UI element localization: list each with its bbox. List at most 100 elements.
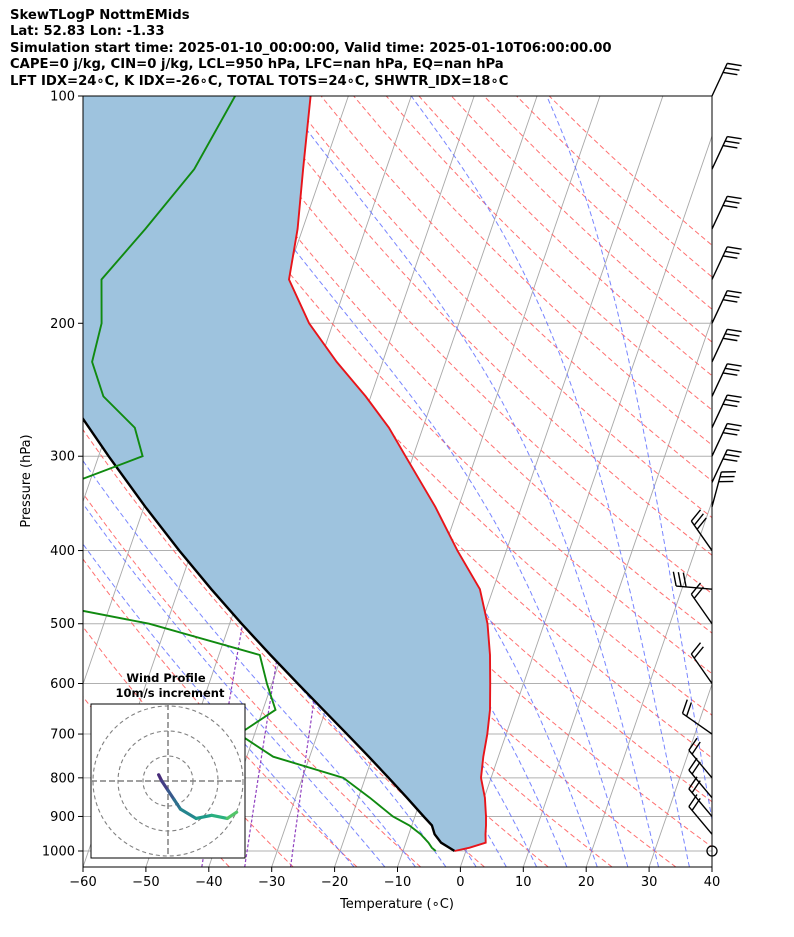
barb-flag <box>722 71 738 76</box>
barb-flag <box>724 250 740 255</box>
moist-adiabat <box>83 459 416 867</box>
isotherm <box>459 134 712 867</box>
y-tick-label: 900 <box>50 810 75 825</box>
x-tick-label: −30 <box>258 875 285 890</box>
hodograph-segment <box>172 798 183 811</box>
barb-shaft <box>676 585 713 590</box>
barb-flag <box>681 699 688 714</box>
dry-adiabat <box>157 96 712 675</box>
wind-barb <box>690 582 713 625</box>
barb-shaft <box>688 749 713 779</box>
x-tick-label: −10 <box>384 875 411 890</box>
barb-flag <box>727 289 742 294</box>
wind-barb <box>711 394 742 428</box>
wind-barb <box>688 794 713 835</box>
barb-shaft <box>711 394 728 428</box>
barb-flag <box>693 513 704 526</box>
wind-barb <box>681 699 713 735</box>
axes: −60 −50 −40 −30 −20 −10 0 10 20 30 40 100 200 300 400 5… <box>42 90 720 891</box>
barb-flag <box>672 571 677 587</box>
barb-shaft <box>711 449 728 483</box>
barb-shaft <box>690 520 713 551</box>
barb-shaft <box>711 63 728 97</box>
wind-barbs <box>672 62 742 857</box>
barb-flag <box>722 431 738 436</box>
wind-barb <box>688 757 713 799</box>
dry-adiabat <box>548 96 712 246</box>
barb-flag <box>690 509 702 522</box>
dry-adiabat <box>255 96 712 556</box>
barb-flag <box>724 427 740 432</box>
barb-flag <box>677 572 682 587</box>
moist-adiabat <box>83 413 447 867</box>
barb-flag <box>691 797 701 811</box>
barb-shaft <box>711 196 728 230</box>
x-tick-label: −40 <box>195 875 222 890</box>
barb-flag <box>722 403 738 408</box>
barb-flag <box>727 449 742 453</box>
barb-flag <box>724 67 740 71</box>
barb-shaft <box>690 593 713 625</box>
hodograph-segment <box>225 810 239 821</box>
barb-flag <box>727 328 742 333</box>
dry-adiabat <box>190 96 712 634</box>
x-tick-label: 0 <box>456 875 464 890</box>
barb-shaft <box>711 423 728 457</box>
x-tick-label: 20 <box>578 875 595 890</box>
barb-flag <box>696 517 707 530</box>
title-line-5: LFT IDX=24∘C, K IDX=-26∘C, TOTAL TOTS=24… <box>10 73 509 89</box>
profile-lines <box>83 96 492 853</box>
x-tick-label: 30 <box>641 875 658 890</box>
barb-flag <box>693 646 704 659</box>
dewpoint-line <box>83 96 437 852</box>
dry-adiabat <box>353 96 712 446</box>
barb-shaft <box>711 363 728 397</box>
y-tick-label: 1000 <box>42 845 75 860</box>
y-tick-label: 300 <box>50 450 75 465</box>
barb-flag <box>722 204 738 209</box>
moist-adiabat <box>546 96 712 823</box>
title-line-2: Lat: 52.83 Lon: -1.33 <box>10 24 165 40</box>
barb-flag <box>691 761 701 775</box>
wind-barb <box>711 289 742 324</box>
barb-flag <box>727 394 742 399</box>
barb-flag <box>691 741 701 755</box>
temperature-line <box>288 96 492 852</box>
barb-flag <box>727 363 742 367</box>
x-tick-label: 10 <box>515 875 532 890</box>
hodograph-segment <box>178 807 198 821</box>
barb-shaft <box>711 471 722 507</box>
y-tick-label: 600 <box>50 677 75 692</box>
x-tick-label: −20 <box>321 875 348 890</box>
wind-barb <box>711 135 742 170</box>
wind-profile-inset: Wind Profile 10m/s increment <box>90 671 246 859</box>
isotherm <box>648 682 712 867</box>
isotherm <box>585 500 712 867</box>
barb-flag <box>724 200 740 204</box>
barb-flag <box>688 776 698 790</box>
barb-flag <box>722 372 738 376</box>
barb-flag <box>685 702 693 717</box>
barb-flag <box>722 458 738 462</box>
wind-barb <box>711 471 736 507</box>
hodograph-segment <box>210 813 229 821</box>
barb-shaft <box>688 788 713 817</box>
title-line-4: CAPE=0 j/kg, CIN=0 j/kg, LCL=950 hPa, LF… <box>10 57 504 73</box>
cin-shading <box>83 96 491 851</box>
calm-wind-circle <box>706 845 718 857</box>
barb-flag <box>722 255 738 259</box>
hodograph-segment <box>194 813 214 821</box>
title-line-3: Simulation start time: 2025-01-10_00:00:… <box>10 40 612 56</box>
wind-barb <box>711 449 742 483</box>
barb-flag <box>724 453 740 458</box>
barb-shaft <box>690 653 713 684</box>
barb-flag <box>688 737 698 751</box>
wind-barb <box>711 363 742 397</box>
barb-flag <box>724 294 740 299</box>
x-axis-label: Temperature (∘C) <box>339 897 454 912</box>
wind-barb <box>672 571 713 590</box>
x-tick-label: −60 <box>69 875 96 890</box>
wind-barb <box>711 328 742 363</box>
moist-adiabat <box>182 96 629 867</box>
